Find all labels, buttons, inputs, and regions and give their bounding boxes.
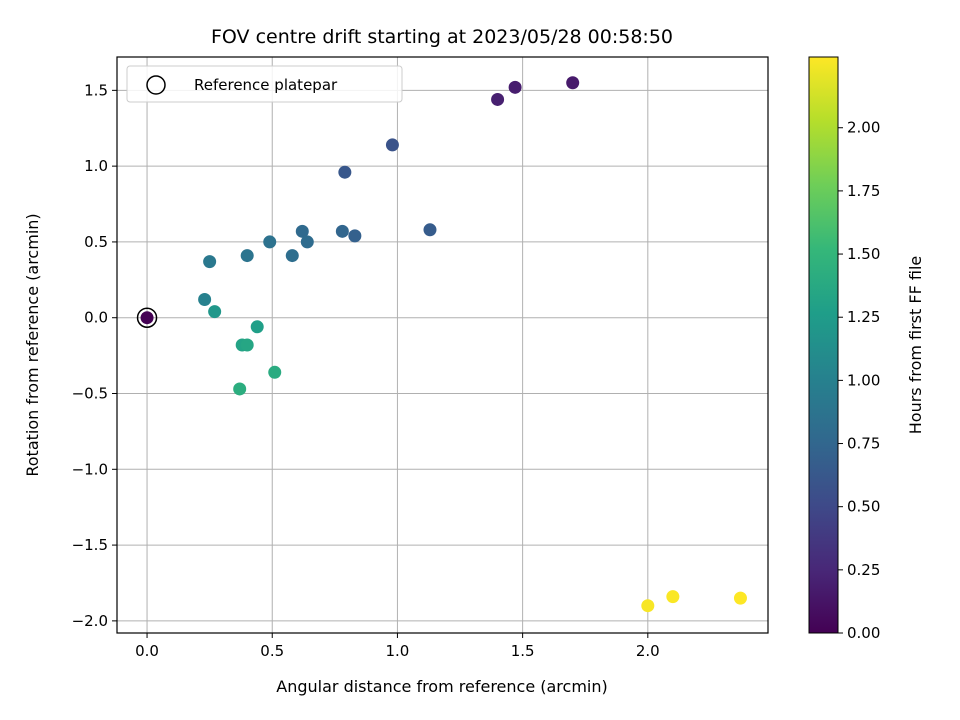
colorbar <box>808 56 839 634</box>
data-point <box>140 311 154 325</box>
chart-title: FOV centre drift starting at 2023/05/28 … <box>211 26 673 48</box>
plot-frame <box>116 56 769 634</box>
data-point <box>268 365 282 379</box>
data-point <box>666 590 680 604</box>
y-tick-label: 1.5 <box>84 81 108 99</box>
y-tick-label: −2.0 <box>72 612 108 630</box>
x-tick-label: 0.0 <box>135 642 159 660</box>
colorbar-tick-label: 1.50 <box>847 245 880 263</box>
y-tick-label: −1.5 <box>72 536 108 554</box>
x-tick-label: 2.0 <box>636 642 660 660</box>
data-points <box>136 76 747 613</box>
data-point <box>508 80 522 94</box>
colorbar-tick-label: 0.75 <box>847 435 880 453</box>
data-point <box>338 165 352 179</box>
data-point <box>733 591 747 605</box>
data-point <box>423 223 437 237</box>
y-axis-label: Rotation from reference (arcmin) <box>23 213 42 476</box>
data-point <box>203 255 217 269</box>
legend-box <box>126 65 403 103</box>
reference-platepar-marker <box>136 307 158 328</box>
y-axis-ticks: 1.5 1.0 0.5 0.0 −0.5 −1.0 −1.5 −2.0 <box>72 81 117 630</box>
colorbar-tick-label: 0.00 <box>847 624 880 642</box>
data-point <box>250 320 264 334</box>
colorbar-tick-label: 0.50 <box>847 498 880 516</box>
x-axis-label: Angular distance from reference (arcmin) <box>276 677 607 696</box>
data-point <box>385 138 399 152</box>
data-point <box>566 76 580 90</box>
legend-marker <box>146 75 166 95</box>
data-point <box>240 338 254 352</box>
data-point <box>233 382 247 396</box>
data-point <box>348 229 362 243</box>
legend-label: Reference platepar <box>194 76 338 94</box>
grid-lines <box>117 57 768 633</box>
data-point <box>491 92 505 106</box>
data-point <box>285 249 299 263</box>
data-point <box>641 599 655 613</box>
data-point <box>300 235 314 249</box>
data-point <box>295 224 309 238</box>
colorbar-tick-label: 2.00 <box>847 119 880 137</box>
colorbar-tick-label: 1.00 <box>847 371 880 389</box>
colorbar-tick-label: 0.25 <box>847 561 880 579</box>
x-tick-label: 0.5 <box>260 642 284 660</box>
data-point <box>263 235 277 249</box>
data-point <box>208 305 222 319</box>
data-point <box>240 249 254 263</box>
data-point <box>198 293 212 307</box>
legend: Reference platepar <box>126 65 403 103</box>
colorbar-ticks: 0.00 0.25 0.50 0.75 1.00 1.25 1.50 1.75 2.00 <box>838 119 880 642</box>
y-tick-label: 1.0 <box>84 157 108 175</box>
colorbar-label: Hours from first FF file <box>906 256 925 435</box>
y-tick-label: −0.5 <box>72 385 108 403</box>
colorbar-tick-label: 1.25 <box>847 308 880 326</box>
y-tick-label: −1.0 <box>72 460 108 478</box>
colorbar-tick-label: 1.75 <box>847 182 880 200</box>
y-tick-label: 0.5 <box>84 233 108 251</box>
data-point <box>335 224 349 238</box>
x-axis-ticks: 0.0 0.5 1.0 1.5 2.0 <box>135 633 660 660</box>
y-tick-label: 0.0 <box>84 309 108 327</box>
x-tick-label: 1.0 <box>386 642 410 660</box>
x-tick-label: 1.5 <box>511 642 535 660</box>
